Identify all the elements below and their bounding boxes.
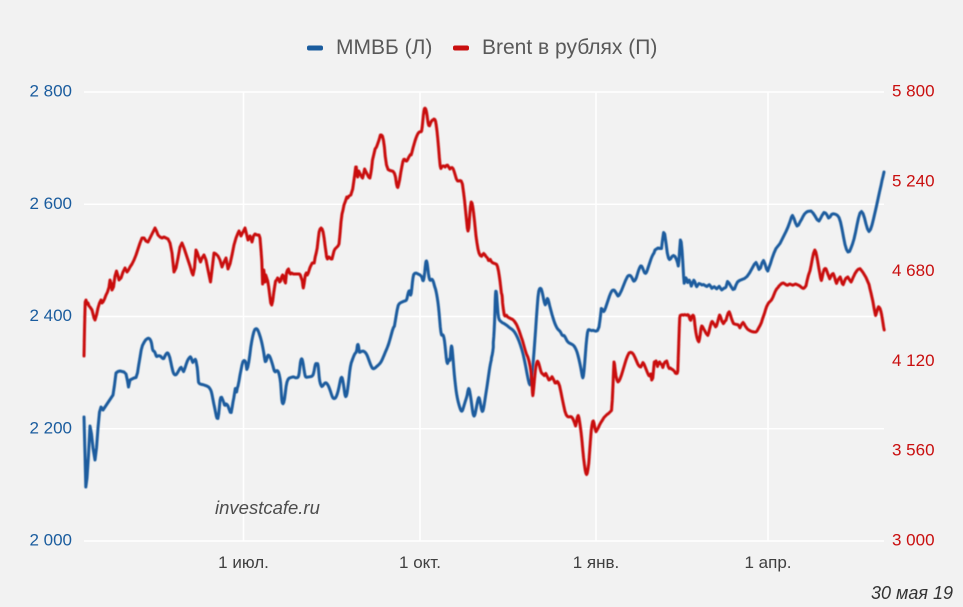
svg-text:1 янв.: 1 янв. [573, 553, 620, 572]
svg-text:2 600: 2 600 [29, 194, 72, 213]
svg-text:investcafe.ru: investcafe.ru [215, 497, 320, 518]
svg-text:4 680: 4 680 [892, 261, 935, 280]
svg-text:2 200: 2 200 [29, 418, 72, 437]
svg-text:4 120: 4 120 [892, 351, 935, 370]
svg-text:Brent в рублях (П): Brent в рублях (П) [482, 36, 657, 59]
svg-text:2 800: 2 800 [29, 82, 72, 101]
svg-text:5 240: 5 240 [892, 171, 935, 190]
svg-text:2 000: 2 000 [29, 531, 72, 550]
svg-text:ММВБ (Л): ММВБ (Л) [336, 36, 432, 59]
svg-text:1 окт.: 1 окт. [399, 553, 441, 572]
svg-text:5 800: 5 800 [892, 82, 935, 101]
svg-text:1 июл.: 1 июл. [218, 553, 269, 572]
svg-text:3 560: 3 560 [892, 441, 935, 460]
svg-text:3 000: 3 000 [892, 531, 935, 550]
svg-text:30 мая 19: 30 мая 19 [871, 583, 953, 603]
svg-text:2 400: 2 400 [29, 306, 72, 325]
svg-text:1 апр.: 1 апр. [744, 553, 791, 572]
